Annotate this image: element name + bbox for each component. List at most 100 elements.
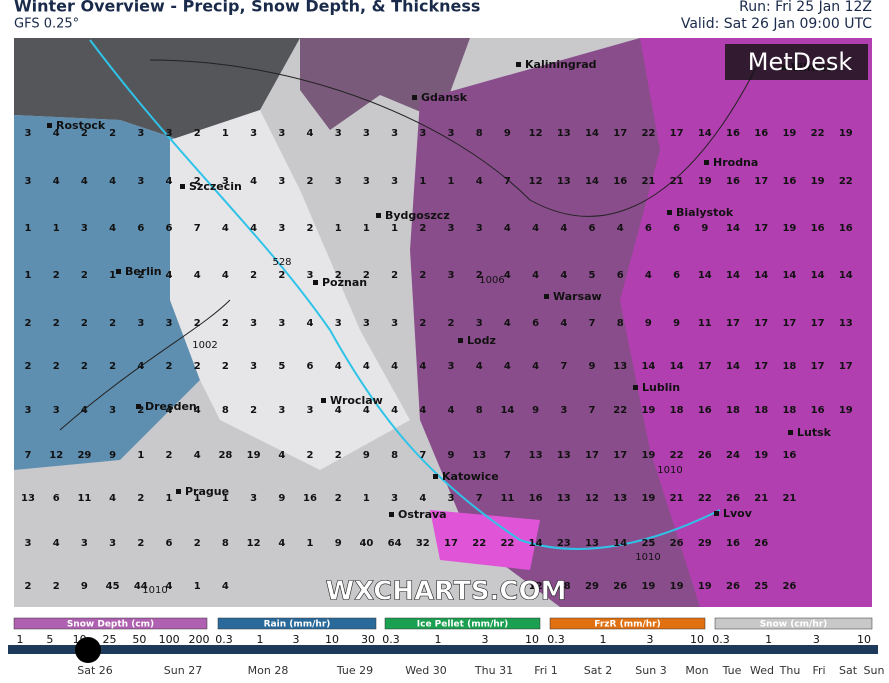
grid-value: 12 (247, 538, 261, 549)
grid-value: 14 (811, 270, 825, 281)
timeline-day[interactable]: Mon 28 (248, 664, 289, 677)
city-dot (180, 184, 185, 189)
city-label: Bialystok (676, 206, 734, 219)
city-dot (714, 511, 719, 516)
timeline-day[interactable]: Sat 26 (77, 664, 113, 677)
city-label: Szczecin (189, 180, 242, 193)
grid-value: 4 (278, 538, 285, 549)
grid-value: 19 (641, 450, 655, 461)
timeline-day[interactable]: Tue (722, 664, 742, 677)
isobar-label: 528 (272, 257, 291, 268)
timeline-day[interactable]: Fri (812, 664, 825, 677)
timeline-day[interactable]: Thu 31 (474, 664, 513, 677)
grid-value: 13 (21, 493, 35, 504)
grid-value: 7 (476, 493, 483, 504)
grid-value: 13 (557, 493, 571, 504)
grid-value: 1 (194, 581, 201, 592)
grid-value: 4 (109, 493, 116, 504)
timeline-day[interactable]: Sun 3 (635, 664, 666, 677)
grid-value: 3 (307, 405, 314, 416)
model: GFS 0.25° (14, 17, 79, 32)
timeline-day[interactable]: Wed 30 (405, 664, 446, 677)
city-label: Rostock (56, 119, 106, 132)
grid-value: 2 (307, 176, 314, 187)
grid-value: 12 (529, 581, 543, 592)
grid-value: 16 (782, 176, 796, 187)
city-dot (321, 398, 326, 403)
grid-value: 1 (448, 176, 455, 187)
grid-value: 14 (585, 176, 599, 187)
grid-value: 2 (419, 318, 426, 329)
scrubber[interactable] (75, 637, 101, 663)
isobar (149, 59, 761, 217)
grid-value: 9 (532, 405, 539, 416)
grid-value: 3 (25, 405, 32, 416)
timeline-day[interactable]: Tue 29 (336, 664, 373, 677)
grid-value: 2 (278, 270, 285, 281)
grid-value: 3 (53, 405, 60, 416)
city-label: Poznan (322, 276, 367, 289)
city-dot (389, 512, 394, 517)
timeline-day[interactable]: Sat 2 (584, 664, 613, 677)
grid-value: 12 (529, 128, 543, 139)
grid-value: 7 (589, 405, 596, 416)
grid-value: 3 (335, 176, 342, 187)
grid-value: 16 (726, 538, 740, 549)
grid-value: 4 (53, 538, 60, 549)
grid-value: 3 (419, 128, 426, 139)
timeline-day[interactable]: Sun (864, 664, 885, 677)
legend-tick: 1 (600, 633, 607, 646)
grid-value: 16 (782, 450, 796, 461)
grid-value: 4 (476, 176, 483, 187)
grid-value: 2 (81, 318, 88, 329)
grid-value: 6 (589, 223, 596, 234)
grid-value: 3 (448, 270, 455, 281)
map: 3 4 2 2 3 3 2 1 3 3 4 3 3 3 3 3 8 9 12 13 14 17 22 17 14 16 16 19 22… (14, 38, 872, 607)
timeline-day[interactable]: Sat (839, 664, 858, 677)
grid-value: 2 (25, 361, 32, 372)
title: Winter Overview - Precip, Snow Depth, & … (14, 0, 480, 16)
grid-value: 1 (53, 223, 60, 234)
grid-value: 18 (782, 361, 796, 372)
timeline-day[interactable]: Fri 1 (534, 664, 558, 677)
grid-value: 3 (448, 223, 455, 234)
grid-value: 3 (278, 176, 285, 187)
grid-value: 2 (25, 318, 32, 329)
grid-value: 13 (557, 176, 571, 187)
grid-value: 14 (698, 128, 712, 139)
grid-value: 18 (670, 405, 684, 416)
grid-value: 3 (250, 318, 257, 329)
grid-value: 3 (25, 176, 32, 187)
brand: MetDesk (748, 48, 853, 76)
heavy-core (430, 510, 540, 570)
grid-value: 4 (222, 270, 229, 281)
grid-value: 1 (363, 223, 370, 234)
grid-value: 18 (726, 405, 740, 416)
grid-value: 3 (166, 318, 173, 329)
grid-value: 17 (754, 361, 768, 372)
timeline-bar[interactable] (8, 645, 878, 654)
city-label: Gdansk (421, 91, 468, 104)
grid-value: 3 (363, 128, 370, 139)
grid-value: 17 (839, 361, 853, 372)
grid-value: 2 (419, 270, 426, 281)
grid-value: 6 (53, 493, 60, 504)
city-dot (376, 213, 381, 218)
grid-value: 2 (25, 581, 32, 592)
legend-tick: 200 (189, 633, 210, 646)
timeline-day[interactable]: Sun 27 (164, 664, 202, 677)
grid-value: 18 (754, 405, 768, 416)
thickness-line (89, 39, 721, 550)
legend-tick: 30 (361, 633, 375, 646)
grid-value: 1 (222, 493, 229, 504)
timeline-day[interactable]: Mon (685, 664, 708, 677)
grid-value: 16 (613, 176, 627, 187)
legend-title: Snow Depth (cm) (67, 620, 154, 630)
grid-value: 14 (670, 361, 684, 372)
city-label: Bydgoszcz (385, 209, 450, 222)
grid-value: 4 (504, 318, 511, 329)
grid-value: 2 (109, 361, 116, 372)
timeline-day[interactable]: Wed (750, 664, 774, 677)
grid-value: 2 (335, 493, 342, 504)
timeline-day[interactable]: Thu (779, 664, 801, 677)
